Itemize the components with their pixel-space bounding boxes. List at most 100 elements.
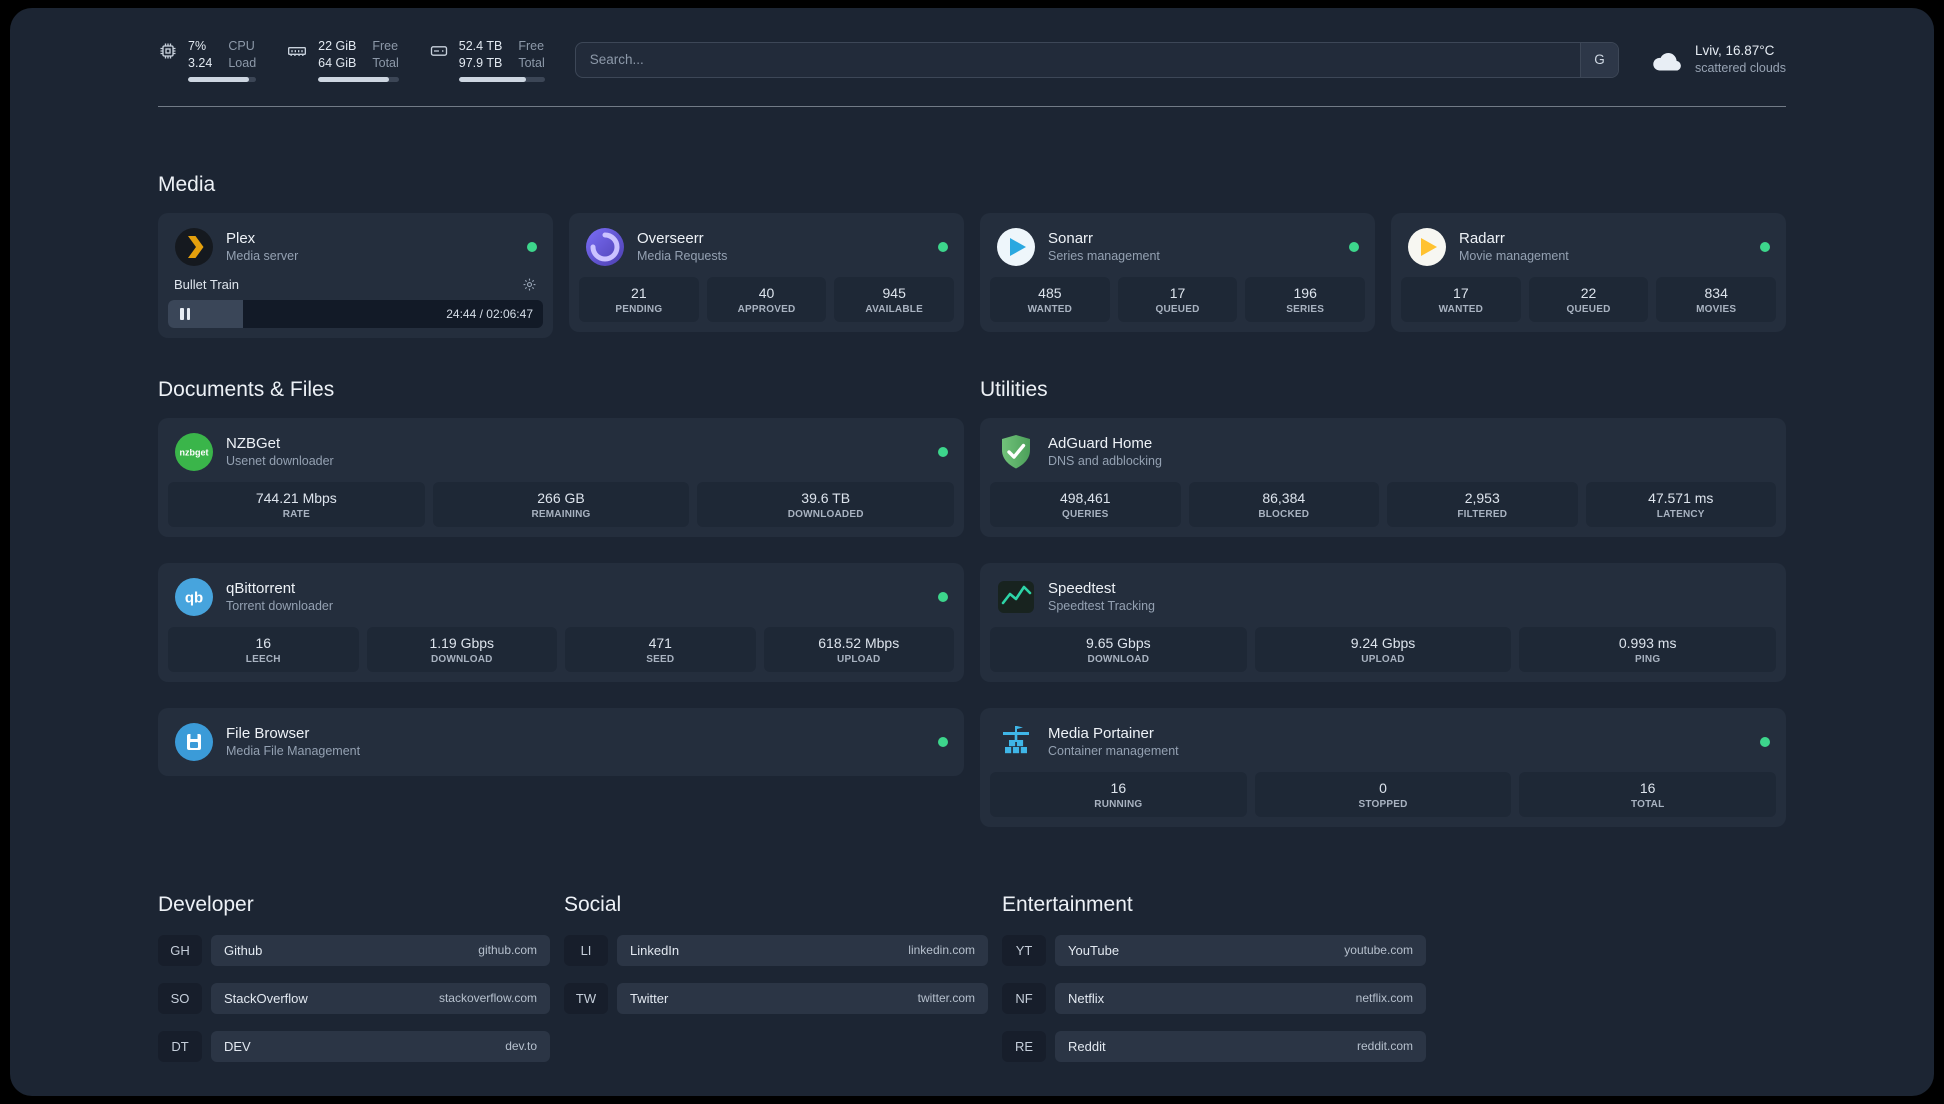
service-subtitle: DNS and adblocking	[1048, 454, 1162, 468]
bookmark-abbr: RE	[1002, 1030, 1046, 1062]
cpu-bar	[188, 76, 257, 82]
bookmark-url: youtube.com	[1344, 943, 1413, 957]
status-dot	[938, 241, 948, 252]
service-subtitle: Speedtest Tracking	[1048, 599, 1156, 613]
service-name: File Browser	[226, 725, 310, 742]
service-plex[interactable]: Plex Media server	[168, 223, 543, 277]
search-input[interactable]	[575, 42, 1580, 77]
player-settings-button[interactable]	[522, 277, 537, 292]
service-filebrowser[interactable]: File Browser Media File Management	[168, 718, 954, 766]
service-name: AdGuard Home	[1048, 435, 1153, 452]
bookmark-youtube[interactable]: YT YouTube youtube.com	[1002, 934, 1426, 966]
service-name: Plex	[226, 230, 256, 247]
plex-icon	[175, 227, 213, 266]
service-subtitle: Media server	[226, 249, 299, 263]
stat-filtered: 2,953 FILTERED	[1387, 481, 1578, 527]
card-portainer: Media Portainer Container management 16 …	[980, 707, 1786, 827]
disk-free: 52.4 TB	[458, 39, 503, 53]
service-qbittorrent[interactable]: qb qBittorrent Torrent downloader	[168, 573, 954, 627]
service-radarr[interactable]: Radarr Movie management	[1401, 223, 1776, 277]
nzbget-icon: nzbget	[175, 432, 213, 471]
search-bar: G	[574, 41, 1619, 78]
weather-location: Lviv, 16.87°C	[1694, 43, 1775, 59]
memory-widget: 22 GiB Free 64 GiB Total	[286, 38, 399, 82]
stat-remaining: 266 GB REMAINING	[432, 481, 690, 527]
bookmark-url: linkedin.com	[908, 943, 975, 957]
cpu-label-1: CPU	[228, 39, 255, 53]
stat-download: 9.65 Gbps DOWNLOAD	[990, 626, 1247, 672]
disk-label-2: Total	[518, 56, 545, 71]
status-dot	[938, 736, 948, 747]
bookmark-name: LinkedIn	[630, 942, 680, 958]
service-nzbget[interactable]: nzbget NZBGet Usenet downloader	[168, 428, 954, 482]
stat-wanted: 485 WANTED	[990, 276, 1110, 322]
bookmark-reddit[interactable]: RE Reddit reddit.com	[1002, 1030, 1426, 1062]
overseerr-icon	[586, 227, 624, 266]
section-title-media: Media	[158, 172, 216, 196]
service-speedtest[interactable]: Speedtest Speedtest Tracking	[990, 573, 1776, 627]
stat-leech: 16 LEECH	[168, 626, 359, 672]
status-dot	[938, 591, 948, 602]
bookmark-group-developer: Developer GH Github github.com SO StackO…	[158, 893, 550, 1062]
bookmark-dev[interactable]: DT DEV dev.to	[158, 1030, 550, 1062]
stat-queued: 17 QUEUED	[1117, 276, 1238, 322]
section-utilities: Utilities AdGuard Home	[980, 378, 1786, 827]
bookmark-stackoverflow[interactable]: SO StackOverflow stackoverflow.com	[158, 982, 550, 1014]
status-dot	[1349, 241, 1359, 252]
stat-running: 16 RUNNING	[990, 771, 1247, 817]
player-progress-bar[interactable]: 24:44 / 02:06:47	[168, 299, 543, 328]
section-title-developer: Developer	[158, 892, 254, 916]
cloud-icon	[1653, 52, 1681, 71]
stat-total: 16 TOTAL	[1519, 771, 1777, 817]
portainer-icon	[1003, 725, 1029, 753]
service-name: Overseerr	[637, 230, 704, 247]
section-title-utilities: Utilities	[980, 377, 1048, 401]
bookmark-url: dev.to	[505, 1039, 537, 1053]
disk-bar	[458, 76, 545, 82]
memory-total: 64 GiB	[318, 56, 357, 71]
bookmark-linkedin[interactable]: LI LinkedIn linkedin.com	[564, 934, 988, 966]
bookmark-name: StackOverflow	[224, 990, 308, 1006]
bookmark-url: stackoverflow.com	[438, 991, 537, 1005]
memory-free: 22 GiB	[318, 39, 357, 53]
pause-button[interactable]	[178, 306, 192, 322]
memory-bar	[318, 76, 399, 82]
bookmark-abbr: TW	[564, 982, 608, 1014]
card-filebrowser: File Browser Media File Management	[158, 707, 964, 776]
card-nzbget: nzbget NZBGet Usenet downloader 744.21 M…	[158, 417, 964, 537]
card-overseerr: Overseerr Media Requests 21 PENDING 40 A…	[569, 212, 964, 332]
cpu-widget: 7% CPU 3.24 Load	[158, 38, 257, 82]
card-sonarr: Sonarr Series management 485 WANTED 17 Q…	[980, 212, 1375, 332]
bookmark-netflix[interactable]: NF Netflix netflix.com	[1002, 982, 1426, 1014]
bookmark-abbr: DT	[158, 1030, 202, 1062]
search-provider-button[interactable]: G	[1579, 42, 1618, 77]
gear-icon	[523, 278, 536, 290]
stat-download: 1.19 Gbps DOWNLOAD	[366, 626, 557, 672]
svg-text:qb: qb	[185, 589, 203, 606]
weather-condition: scattered clouds	[1694, 61, 1786, 76]
card-radarr: Radarr Movie management 17 WANTED 22 QUE…	[1391, 212, 1786, 332]
service-adguard[interactable]: AdGuard Home DNS and adblocking	[990, 428, 1776, 482]
cpu-icon	[160, 43, 176, 59]
service-sonarr[interactable]: Sonarr Series management	[990, 223, 1365, 277]
bookmark-abbr: NF	[1002, 982, 1046, 1014]
service-subtitle: Series management	[1048, 249, 1160, 263]
bookmark-name: Twitter	[630, 990, 669, 1006]
dashboard: 7% CPU 3.24 Load 22 GiB Free 64 GiB Tota…	[10, 8, 1934, 1096]
service-overseerr[interactable]: Overseerr Media Requests	[579, 223, 954, 277]
service-subtitle: Usenet downloader	[226, 454, 334, 468]
service-portainer[interactable]: Media Portainer Container management	[990, 718, 1776, 772]
memory-label-1: Free	[372, 39, 399, 53]
stat-downloaded: 39.6 TB DOWNLOADED	[697, 481, 955, 527]
weather-widget[interactable]: Lviv, 16.87°C scattered clouds	[1649, 42, 1786, 77]
disk-widget: 52.4 TB Free 97.9 TB Total	[429, 38, 545, 82]
stat-series: 196 SERIES	[1245, 276, 1366, 322]
stat-rate: 744.21 Mbps RATE	[168, 481, 425, 527]
disk-label-1: Free	[518, 39, 545, 53]
bookmark-group-entertainment: Entertainment YT YouTube youtube.com NF …	[1002, 893, 1426, 1062]
bookmark-github[interactable]: GH Github github.com	[158, 934, 550, 966]
bookmark-twitter[interactable]: TW Twitter twitter.com	[564, 982, 988, 1014]
player-time: 24:44 / 02:06:47	[446, 306, 533, 321]
sonarr-icon	[997, 227, 1035, 266]
stat-upload: 618.52 Mbps UPLOAD	[763, 626, 954, 672]
